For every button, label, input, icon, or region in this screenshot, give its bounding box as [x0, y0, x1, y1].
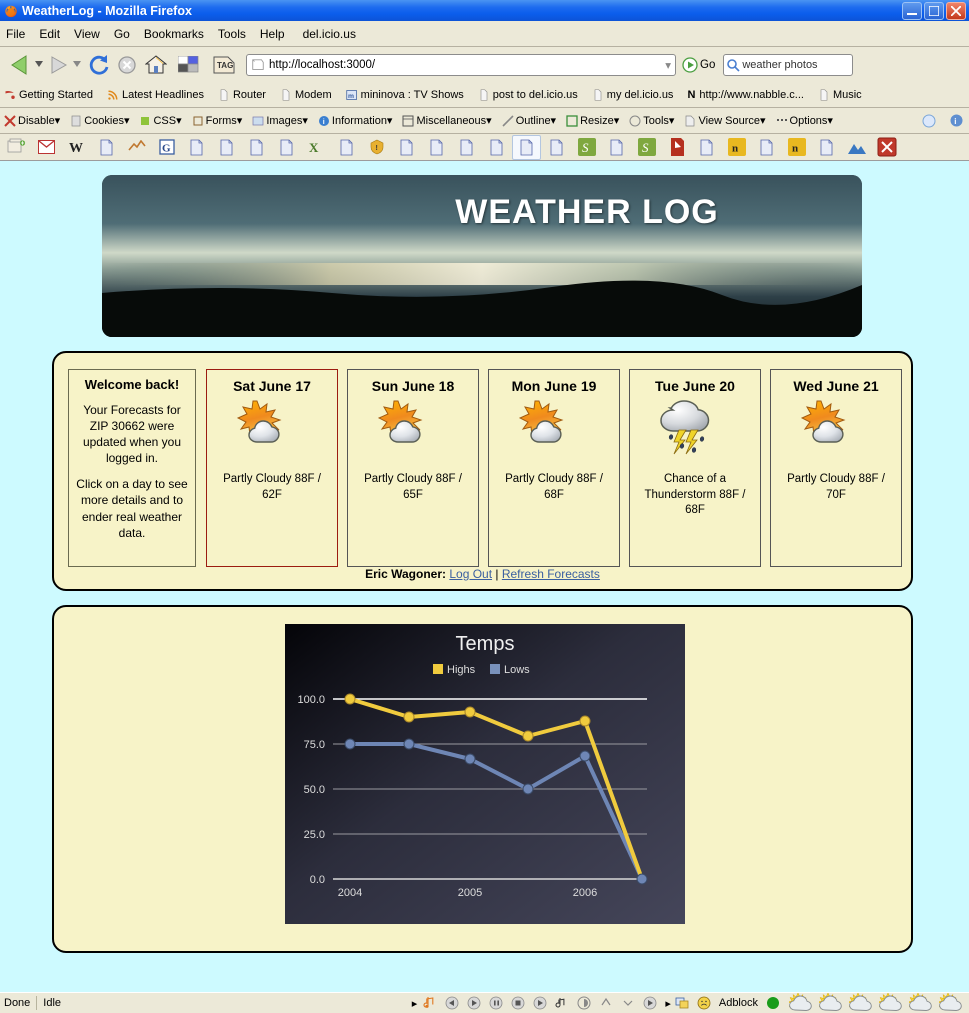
svg-text:!: ! — [375, 145, 377, 152]
svg-text:i: i — [954, 117, 956, 126]
svg-text:Highs: Highs — [447, 664, 476, 676]
svg-text:TAG: TAG — [217, 61, 233, 70]
svg-text:0.0: 0.0 — [310, 874, 325, 886]
svg-text:X: X — [309, 140, 319, 154]
svg-text:2006: 2006 — [573, 887, 597, 899]
svg-text:Temps: Temps — [456, 633, 515, 655]
svg-text:50.0: 50.0 — [304, 784, 325, 796]
svg-text:S: S — [582, 140, 589, 155]
svg-text:G: G — [162, 143, 171, 155]
svg-text:100.0: 100.0 — [297, 694, 325, 706]
svg-text:S: S — [642, 140, 649, 155]
svg-text:2004: 2004 — [338, 887, 362, 899]
svg-text:n: n — [792, 143, 798, 155]
svg-text:i: i — [323, 119, 325, 126]
svg-text:W: W — [69, 141, 83, 155]
svg-text:2005: 2005 — [458, 887, 482, 899]
svg-text:Lows: Lows — [504, 664, 530, 676]
svg-text:m: m — [348, 93, 354, 100]
svg-text:75.0: 75.0 — [304, 739, 325, 751]
svg-text:n: n — [732, 143, 738, 155]
svg-text:25.0: 25.0 — [304, 829, 325, 841]
